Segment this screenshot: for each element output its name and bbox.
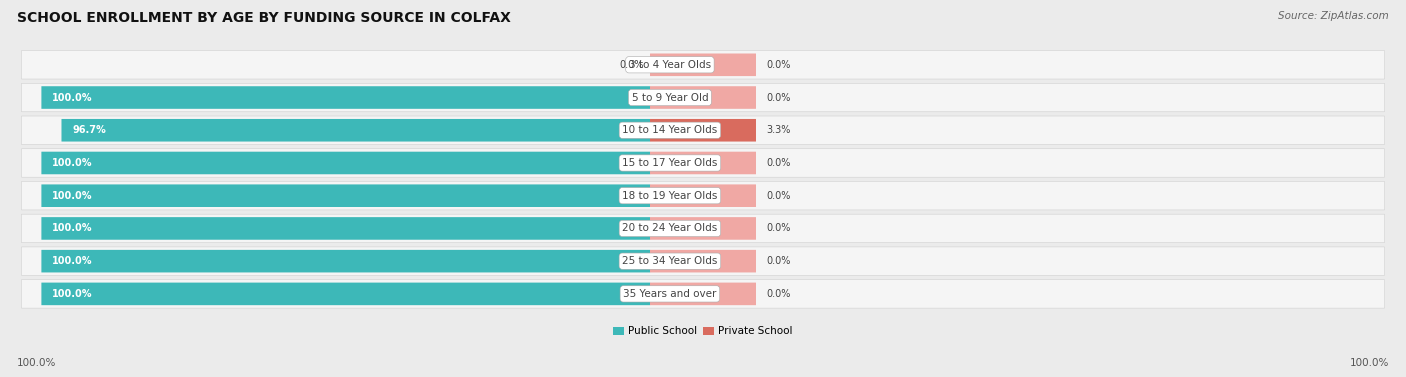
Text: 100.0%: 100.0% <box>52 224 93 233</box>
Text: 0.0%: 0.0% <box>766 256 792 266</box>
Text: 3 to 4 Year Olds: 3 to 4 Year Olds <box>628 60 711 70</box>
Text: 35 Years and over: 35 Years and over <box>623 289 717 299</box>
FancyBboxPatch shape <box>650 250 756 273</box>
Text: 10 to 14 Year Olds: 10 to 14 Year Olds <box>623 125 717 135</box>
FancyBboxPatch shape <box>21 116 1385 144</box>
FancyBboxPatch shape <box>650 217 756 240</box>
FancyBboxPatch shape <box>41 86 650 109</box>
Text: 100.0%: 100.0% <box>52 158 93 168</box>
Text: 100.0%: 100.0% <box>52 289 93 299</box>
FancyBboxPatch shape <box>41 283 650 305</box>
Text: 15 to 17 Year Olds: 15 to 17 Year Olds <box>623 158 717 168</box>
Text: 100.0%: 100.0% <box>1350 357 1389 368</box>
FancyBboxPatch shape <box>650 119 756 141</box>
Text: 100.0%: 100.0% <box>52 256 93 266</box>
Text: 0.0%: 0.0% <box>619 60 644 70</box>
Text: 100.0%: 100.0% <box>52 191 93 201</box>
Text: 0.0%: 0.0% <box>766 191 792 201</box>
FancyBboxPatch shape <box>21 247 1385 275</box>
FancyBboxPatch shape <box>21 83 1385 112</box>
Text: 20 to 24 Year Olds: 20 to 24 Year Olds <box>623 224 717 233</box>
Text: 96.7%: 96.7% <box>72 125 105 135</box>
FancyBboxPatch shape <box>62 119 650 141</box>
FancyBboxPatch shape <box>41 152 650 174</box>
FancyBboxPatch shape <box>41 217 650 240</box>
Text: 3.3%: 3.3% <box>766 125 792 135</box>
FancyBboxPatch shape <box>650 86 756 109</box>
Legend: Public School, Private School: Public School, Private School <box>609 322 797 340</box>
Text: 18 to 19 Year Olds: 18 to 19 Year Olds <box>623 191 717 201</box>
Text: 100.0%: 100.0% <box>52 92 93 103</box>
FancyBboxPatch shape <box>21 181 1385 210</box>
FancyBboxPatch shape <box>650 54 756 76</box>
Text: 100.0%: 100.0% <box>17 357 56 368</box>
FancyBboxPatch shape <box>21 214 1385 243</box>
Text: 5 to 9 Year Old: 5 to 9 Year Old <box>631 92 709 103</box>
Text: SCHOOL ENROLLMENT BY AGE BY FUNDING SOURCE IN COLFAX: SCHOOL ENROLLMENT BY AGE BY FUNDING SOUR… <box>17 11 510 25</box>
FancyBboxPatch shape <box>21 149 1385 177</box>
Text: 0.0%: 0.0% <box>766 289 792 299</box>
FancyBboxPatch shape <box>21 280 1385 308</box>
FancyBboxPatch shape <box>41 250 650 273</box>
FancyBboxPatch shape <box>21 51 1385 79</box>
Text: Source: ZipAtlas.com: Source: ZipAtlas.com <box>1278 11 1389 21</box>
FancyBboxPatch shape <box>650 283 756 305</box>
Text: 0.0%: 0.0% <box>766 224 792 233</box>
FancyBboxPatch shape <box>41 184 650 207</box>
Text: 25 to 34 Year Olds: 25 to 34 Year Olds <box>623 256 717 266</box>
Text: 0.0%: 0.0% <box>766 92 792 103</box>
FancyBboxPatch shape <box>650 152 756 174</box>
Text: 0.0%: 0.0% <box>766 60 792 70</box>
FancyBboxPatch shape <box>650 184 756 207</box>
Text: 0.0%: 0.0% <box>766 158 792 168</box>
